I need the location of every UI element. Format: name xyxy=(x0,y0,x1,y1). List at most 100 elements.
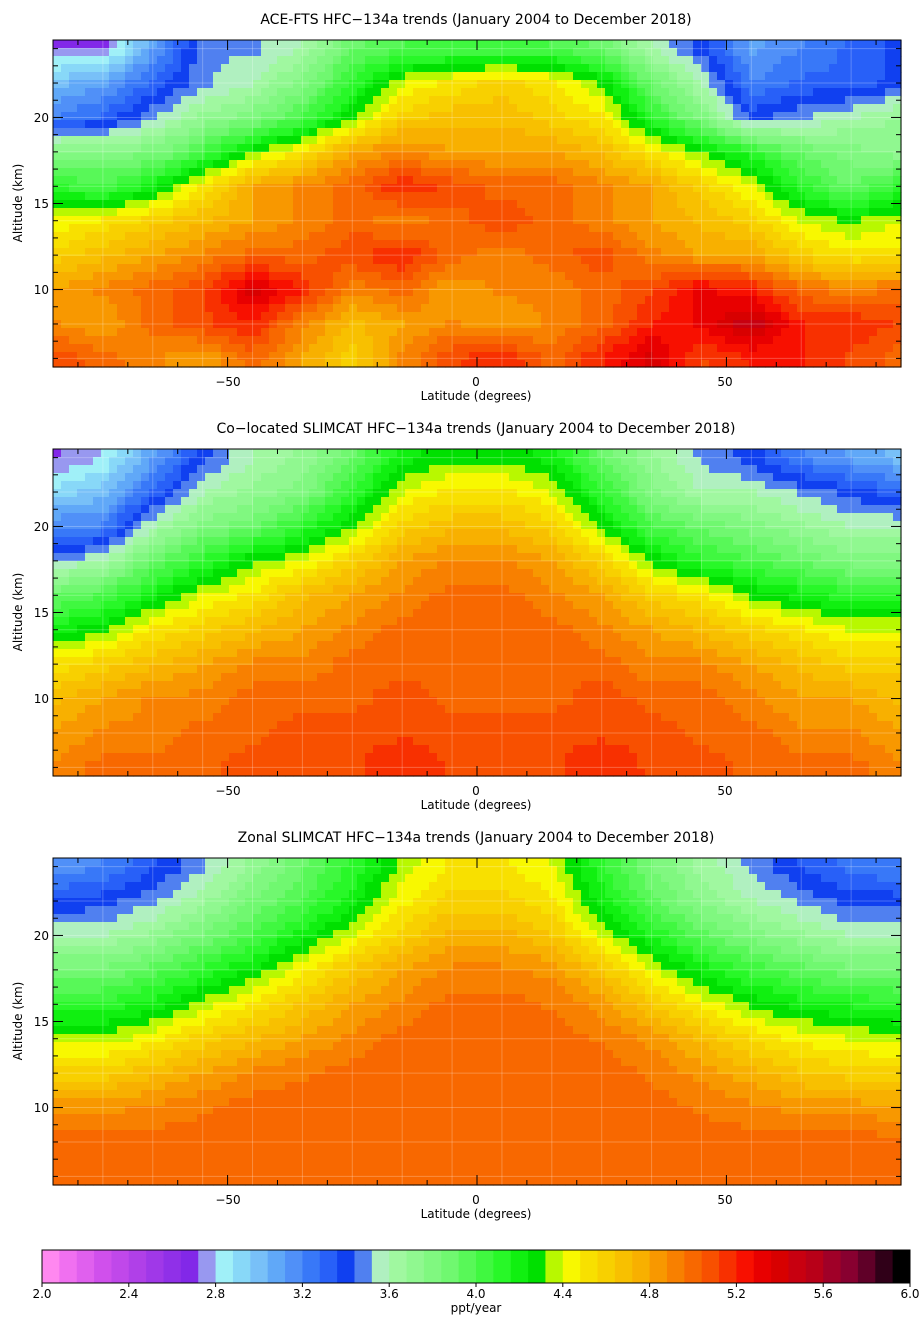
contour-cell xyxy=(69,72,78,81)
contour-cell xyxy=(69,96,78,105)
contour-cell xyxy=(613,481,622,490)
contour-cell xyxy=(125,144,134,153)
contour-cell xyxy=(221,457,230,466)
contour-cell xyxy=(149,48,158,57)
contour-cell xyxy=(293,481,302,490)
contour-cell xyxy=(645,40,654,49)
contour-cell xyxy=(133,112,142,121)
contour-cell xyxy=(333,136,342,145)
contour-cell xyxy=(845,232,854,241)
contour-cell xyxy=(517,360,526,368)
contour-cell xyxy=(141,80,150,89)
contour-cell xyxy=(237,481,246,490)
contour-cell xyxy=(637,72,646,81)
contour-cell xyxy=(77,120,86,129)
contour-cell xyxy=(869,144,878,153)
contour-cell xyxy=(805,184,814,193)
contour-cell xyxy=(509,160,518,169)
contour-cell xyxy=(285,200,294,209)
contour-cell xyxy=(157,56,166,65)
contour-cell xyxy=(845,72,854,81)
contour-cell xyxy=(733,64,742,73)
contour-cell xyxy=(493,465,502,474)
contour-cell xyxy=(365,152,374,161)
contour-cell xyxy=(637,88,646,97)
contour-cell xyxy=(805,192,814,201)
contour-cell xyxy=(397,449,406,458)
contour-cell xyxy=(173,152,182,161)
contour-cell xyxy=(509,457,518,466)
contour-cell xyxy=(589,168,598,177)
contour-cell xyxy=(357,336,366,345)
contour-cell xyxy=(317,280,326,289)
contour-cell xyxy=(629,96,638,105)
contour-cell xyxy=(413,328,422,337)
contour-cell xyxy=(397,168,406,177)
contour-cell xyxy=(277,176,286,185)
contour-cell xyxy=(309,280,318,289)
contour-cell xyxy=(781,360,790,368)
contour-cell xyxy=(429,256,438,265)
contour-cell xyxy=(893,328,902,337)
contour-cell xyxy=(661,104,670,113)
contour-cell xyxy=(213,184,222,193)
contour-cell xyxy=(213,88,222,97)
contour-cell xyxy=(397,328,406,337)
contour-cell xyxy=(469,48,478,57)
contour-cell xyxy=(613,200,622,209)
contour-cell xyxy=(765,449,774,458)
contour-cell xyxy=(765,465,774,474)
contour-cell xyxy=(373,304,382,313)
contour-cell xyxy=(581,64,590,73)
contour-cell xyxy=(613,168,622,177)
contour-cell xyxy=(141,88,150,97)
contour-cell xyxy=(565,160,574,169)
contour-cell xyxy=(397,56,406,65)
contour-cell xyxy=(877,168,886,177)
contour-cell xyxy=(397,457,406,466)
contour-cell xyxy=(421,256,430,265)
contour-cell xyxy=(773,336,782,345)
contour-cell xyxy=(165,280,174,289)
contour-cell xyxy=(845,296,854,305)
contour-cell xyxy=(533,264,542,273)
contour-cell xyxy=(381,136,390,145)
contour-cell xyxy=(741,224,750,233)
contour-cell xyxy=(381,176,390,185)
contour-cell xyxy=(581,200,590,209)
contour-cell xyxy=(805,120,814,129)
contour-cell xyxy=(77,224,86,233)
contour-cell xyxy=(741,64,750,73)
contour-cell xyxy=(453,56,462,65)
contour-cell xyxy=(733,328,742,337)
contour-cell xyxy=(741,72,750,81)
contour-cell xyxy=(781,208,790,217)
contour-cell xyxy=(133,352,142,361)
contour-cell xyxy=(869,272,878,281)
contour-cell xyxy=(581,152,590,161)
contour-cell xyxy=(389,64,398,73)
contour-cell xyxy=(549,152,558,161)
contour-cell xyxy=(613,328,622,337)
panel-title: ACE-FTS HFC−134a trends (January 2004 to… xyxy=(260,12,691,28)
contour-cell xyxy=(885,280,894,289)
contour-cell xyxy=(533,481,542,490)
contour-cell xyxy=(237,304,246,313)
contour-cell xyxy=(621,473,630,482)
contour-cell xyxy=(317,465,326,474)
contour-cell xyxy=(293,280,302,289)
contour-cell xyxy=(149,120,158,129)
contour-cell xyxy=(157,352,166,361)
contour-cell xyxy=(397,80,406,89)
contour-cell xyxy=(605,40,614,49)
contour-cell xyxy=(485,104,494,113)
contour-cell xyxy=(741,256,750,265)
contour-cell xyxy=(53,176,62,185)
contour-cell xyxy=(389,160,398,169)
contour-cell xyxy=(533,64,542,73)
contour-cell xyxy=(93,144,102,153)
contour-cell xyxy=(517,56,526,65)
contour-cell xyxy=(621,264,630,273)
contour-cell xyxy=(877,280,886,289)
